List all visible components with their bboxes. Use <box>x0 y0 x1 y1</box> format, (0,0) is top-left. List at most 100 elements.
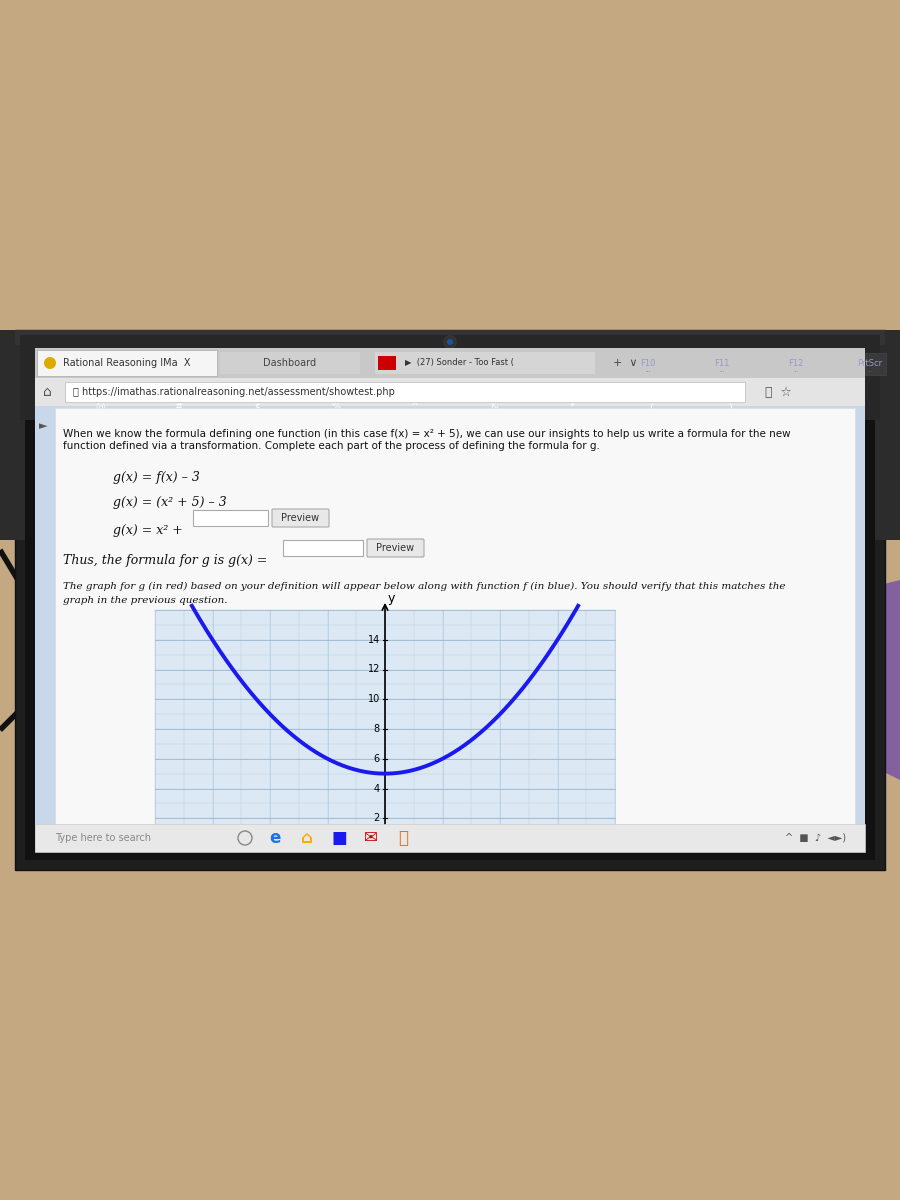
Text: 6: 6 <box>374 754 380 763</box>
Bar <box>20 335 880 420</box>
Text: ...: ... <box>645 368 651 373</box>
Text: 12: 12 <box>367 665 380 674</box>
Text: ⌂: ⌂ <box>302 829 313 847</box>
Text: 4: 4 <box>374 784 380 793</box>
Bar <box>25 340 875 860</box>
Bar <box>37 350 217 376</box>
Text: Type here to search: Type here to search <box>55 833 151 842</box>
Text: g(x) = x² +: g(x) = x² + <box>113 524 183 538</box>
Bar <box>185 353 220 374</box>
Text: ...: ... <box>348 368 354 373</box>
Text: @: @ <box>95 402 104 412</box>
Bar <box>35 378 865 406</box>
Text: ...: ... <box>793 368 798 373</box>
Bar <box>35 406 865 852</box>
Text: ...: ... <box>52 368 58 373</box>
Text: g(x) = f(x) – 3: g(x) = f(x) – 3 <box>113 470 200 484</box>
Text: ...: ... <box>571 368 576 373</box>
Text: F3: F3 <box>124 360 134 368</box>
Text: 🔒 https://imathas.rationalreasoning.net/assessment/showtest.php: 🔒 https://imathas.rationalreasoning.net/… <box>73 386 395 397</box>
Text: F9: F9 <box>569 360 579 368</box>
Text: ►: ► <box>39 421 48 431</box>
Text: %: % <box>332 402 341 412</box>
Text: ▶︎  (27) Sonder - Too Fast (: ▶︎ (27) Sonder - Too Fast ( <box>405 359 514 367</box>
Text: F4: F4 <box>198 360 208 368</box>
Text: 14: 14 <box>368 635 380 644</box>
Text: e: e <box>269 829 281 847</box>
Text: ⧉  ☆: ⧉ ☆ <box>765 385 792 398</box>
Bar <box>193 510 268 526</box>
Text: function defined via a transformation. Complete each part of the process of defi: function defined via a transformation. C… <box>63 440 600 451</box>
Text: Preview: Preview <box>376 542 414 553</box>
Bar <box>778 353 812 374</box>
Bar <box>111 353 145 374</box>
Text: +  ∨: + ∨ <box>613 358 637 368</box>
Text: PrtScr: PrtScr <box>858 360 883 368</box>
Text: Ⓒ: Ⓒ <box>398 829 408 847</box>
Text: Dashboard: Dashboard <box>264 358 317 368</box>
Text: y: y <box>387 592 395 605</box>
Bar <box>482 353 516 374</box>
Text: The graph for g (in red) based on your definition will appear below along with f: The graph for g (in red) based on your d… <box>63 582 786 592</box>
Text: graph in the previous question.: graph in the previous question. <box>63 596 228 605</box>
Text: Preview: Preview <box>281 514 320 523</box>
Text: *: * <box>570 402 575 412</box>
Text: ...: ... <box>274 368 280 373</box>
Text: Thus, the formula for g is g(x) =: Thus, the formula for g is g(x) = <box>63 554 267 566</box>
Text: ^: ^ <box>411 402 419 412</box>
Text: When we know the formula defining one function (in this case f(x) = x² + 5), we : When we know the formula defining one fu… <box>63 428 790 439</box>
Bar <box>65 382 745 402</box>
Bar <box>333 353 367 374</box>
Bar <box>375 352 595 374</box>
Bar <box>630 353 663 374</box>
Text: ...: ... <box>127 368 131 373</box>
Text: F5: F5 <box>272 360 283 368</box>
Bar <box>37 353 71 374</box>
Text: ...: ... <box>868 368 873 373</box>
Text: &: & <box>490 402 498 412</box>
Circle shape <box>447 338 453 346</box>
Bar <box>378 356 396 370</box>
Bar <box>259 353 293 374</box>
Bar <box>155 610 615 848</box>
Text: 8: 8 <box>374 724 380 734</box>
Bar <box>15 330 885 346</box>
Polygon shape <box>760 580 900 780</box>
Bar <box>555 353 590 374</box>
Text: (: ( <box>649 402 653 412</box>
Bar <box>852 353 886 374</box>
Text: ■: ■ <box>331 829 346 847</box>
Text: 2: 2 <box>374 814 380 823</box>
Text: F11: F11 <box>714 360 730 368</box>
Text: ⌂: ⌂ <box>42 385 51 398</box>
Bar <box>704 353 738 374</box>
Text: ): ) <box>728 402 732 412</box>
Bar <box>220 352 360 374</box>
Circle shape <box>547 386 553 392</box>
Circle shape <box>601 386 607 392</box>
Circle shape <box>443 335 457 349</box>
Circle shape <box>583 386 589 392</box>
Circle shape <box>44 358 56 370</box>
Text: ...: ... <box>497 368 502 373</box>
Text: 10: 10 <box>368 695 380 704</box>
Text: ...: ... <box>423 368 428 373</box>
Circle shape <box>565 386 571 392</box>
Text: g(x) = (x² + 5) – 3: g(x) = (x² + 5) – 3 <box>113 496 227 509</box>
FancyBboxPatch shape <box>367 539 424 557</box>
Text: F6: F6 <box>346 360 356 368</box>
Bar <box>15 330 885 870</box>
Text: ...: ... <box>719 368 724 373</box>
Bar <box>283 540 363 556</box>
Bar <box>35 348 865 378</box>
Text: F7: F7 <box>420 360 430 368</box>
Text: F12: F12 <box>788 360 804 368</box>
Text: ^  ■  ♪  ◄►): ^ ■ ♪ ◄►) <box>785 833 846 842</box>
Text: F2: F2 <box>50 360 60 368</box>
Text: #: # <box>175 402 183 412</box>
Text: F8: F8 <box>494 360 505 368</box>
Text: Rational Reasoning IMa  X: Rational Reasoning IMa X <box>63 358 191 368</box>
Bar <box>35 824 865 852</box>
Bar <box>408 353 442 374</box>
FancyBboxPatch shape <box>272 509 329 527</box>
